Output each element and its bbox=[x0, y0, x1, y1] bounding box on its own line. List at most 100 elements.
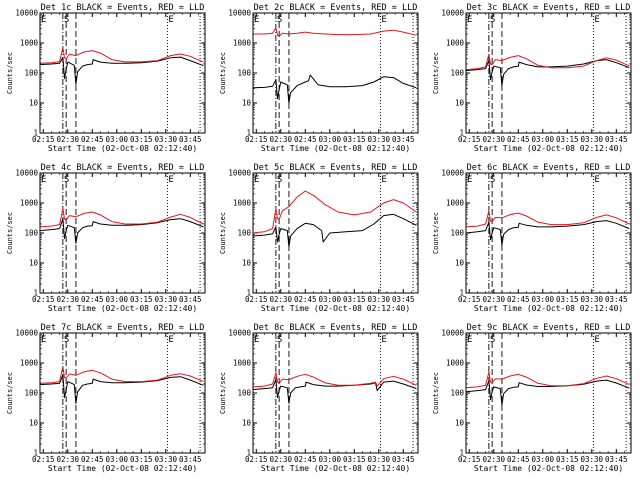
plot-frame bbox=[39, 172, 206, 294]
panel-det-5: Det 5c BLACK = Events, RED = LLD 1 10 100 10… bbox=[219, 163, 419, 313]
x-tick-label: 02:15 bbox=[32, 135, 55, 144]
series-lld-line bbox=[40, 366, 204, 384]
marker-label: E bbox=[168, 175, 173, 185]
panel-title: Det 2c BLACK = Events, RED = LLD bbox=[254, 3, 418, 13]
y-tick-label: 1 bbox=[33, 129, 38, 138]
x-tick-label: 02:15 bbox=[32, 455, 55, 464]
marker-label: E bbox=[467, 175, 472, 185]
marker-label: E bbox=[381, 335, 386, 345]
y-tick-label: 10000 bbox=[441, 329, 464, 338]
y-tick-label: 1 bbox=[459, 449, 464, 458]
marker-label: E bbox=[594, 175, 599, 185]
plot-area bbox=[40, 13, 204, 133]
x-tick-label: 03:15 bbox=[343, 135, 366, 144]
series-lld-line bbox=[40, 47, 204, 64]
y-tick-label: 1000 bbox=[20, 39, 39, 48]
x-tick-label: 02:30 bbox=[269, 295, 292, 304]
series-lld-line bbox=[40, 208, 204, 228]
x-tick-label: 03:15 bbox=[556, 455, 579, 464]
x-tick-label: 03:45 bbox=[392, 135, 415, 144]
y-tick-label: 100 bbox=[237, 389, 251, 398]
x-axis-label: Start Time (02-Oct-08 02:12:40) bbox=[48, 464, 197, 473]
series-events-line bbox=[253, 74, 417, 104]
x-tick-label: 02:30 bbox=[269, 135, 292, 144]
x-tick-label: 02:45 bbox=[294, 135, 317, 144]
plot-frame bbox=[465, 12, 632, 134]
series-events-line bbox=[40, 218, 204, 244]
marker-label: E bbox=[168, 335, 173, 345]
plot-frame bbox=[39, 332, 206, 454]
x-tick-label: 03:00 bbox=[105, 135, 128, 144]
x-tick-label: 02:15 bbox=[245, 455, 268, 464]
x-tick-label: 03:30 bbox=[581, 455, 604, 464]
plot-area bbox=[40, 173, 204, 293]
series-lld-line bbox=[466, 53, 630, 71]
y-axis-label: Counts/sec bbox=[219, 52, 227, 94]
marker-label: S bbox=[64, 15, 69, 25]
x-tick-label: 03:45 bbox=[392, 455, 415, 464]
marker-label: S bbox=[64, 175, 69, 185]
x-tick-label: 03:00 bbox=[531, 295, 554, 304]
y-tick-label: 10 bbox=[29, 419, 39, 428]
x-tick-label: 03:00 bbox=[105, 295, 128, 304]
panel-title: Det 7c BLACK = Events, RED = LLD bbox=[41, 323, 205, 333]
x-tick-label: 02:30 bbox=[269, 455, 292, 464]
marker-label: E bbox=[467, 15, 472, 25]
y-tick-label: 10 bbox=[455, 99, 465, 108]
x-tick-label: 03:00 bbox=[531, 135, 554, 144]
x-tick-label: 03:30 bbox=[155, 135, 178, 144]
marker-label: S bbox=[277, 335, 282, 345]
series-lld-line bbox=[466, 371, 630, 389]
y-tick-label: 1 bbox=[459, 129, 464, 138]
x-tick-label: 03:00 bbox=[105, 455, 128, 464]
panel-det-8: Det 8c BLACK = Events, RED = LLD 1 10 100 10… bbox=[219, 323, 419, 473]
y-tick-label: 1000 bbox=[446, 39, 465, 48]
marker-label: S bbox=[490, 175, 495, 185]
marker-label: E bbox=[594, 335, 599, 345]
y-tick-label: 1 bbox=[459, 289, 464, 298]
panel-det-3: Det 3c BLACK = Events, RED = LLD 1 10 100 10… bbox=[432, 3, 632, 153]
x-tick-label: 03:15 bbox=[556, 135, 579, 144]
y-tick-label: 1 bbox=[246, 129, 251, 138]
x-tick-label: 03:30 bbox=[368, 455, 391, 464]
marker-label: S bbox=[277, 175, 282, 185]
x-tick-label: 03:00 bbox=[318, 455, 341, 464]
x-tick-label: 02:15 bbox=[245, 295, 268, 304]
x-tick-label: 02:30 bbox=[482, 455, 505, 464]
plot-area bbox=[466, 173, 630, 293]
x-tick-label: 02:30 bbox=[56, 135, 79, 144]
plot-frame bbox=[465, 172, 632, 294]
x-tick-label: 03:45 bbox=[392, 295, 415, 304]
y-tick-label: 100 bbox=[450, 69, 464, 78]
x-axis-label: Start Time (02-Oct-08 02:12:40) bbox=[474, 304, 623, 313]
y-tick-label: 1000 bbox=[233, 359, 252, 368]
y-tick-label: 100 bbox=[24, 389, 38, 398]
y-tick-label: 1 bbox=[33, 289, 38, 298]
y-tick-label: 100 bbox=[24, 69, 38, 78]
marker-label: E bbox=[254, 335, 259, 345]
x-tick-label: 03:00 bbox=[318, 135, 341, 144]
y-tick-label: 10 bbox=[29, 259, 39, 268]
series-lld-line bbox=[466, 210, 630, 228]
y-axis-label: Counts/sec bbox=[432, 212, 440, 254]
y-tick-label: 1 bbox=[33, 449, 38, 458]
x-tick-label: 02:45 bbox=[507, 455, 530, 464]
panel-det-9: Det 9c BLACK = Events, RED = LLD 1 10 100 10… bbox=[432, 323, 632, 473]
y-tick-label: 100 bbox=[24, 229, 38, 238]
series-events-line bbox=[466, 220, 630, 246]
plot-frame bbox=[39, 12, 206, 134]
plot-area bbox=[253, 173, 417, 293]
x-tick-label: 02:15 bbox=[245, 135, 268, 144]
marker-label: E bbox=[41, 335, 46, 345]
marker-label: E bbox=[41, 15, 46, 25]
series-lld-line bbox=[253, 27, 417, 37]
marker-label: E bbox=[168, 15, 173, 25]
y-tick-label: 100 bbox=[450, 389, 464, 398]
x-tick-label: 02:45 bbox=[81, 135, 104, 144]
y-tick-label: 10000 bbox=[228, 169, 251, 178]
y-tick-label: 1 bbox=[246, 449, 251, 458]
series-events-line bbox=[466, 379, 630, 406]
y-tick-label: 10000 bbox=[441, 9, 464, 18]
y-tick-label: 10 bbox=[242, 419, 252, 428]
